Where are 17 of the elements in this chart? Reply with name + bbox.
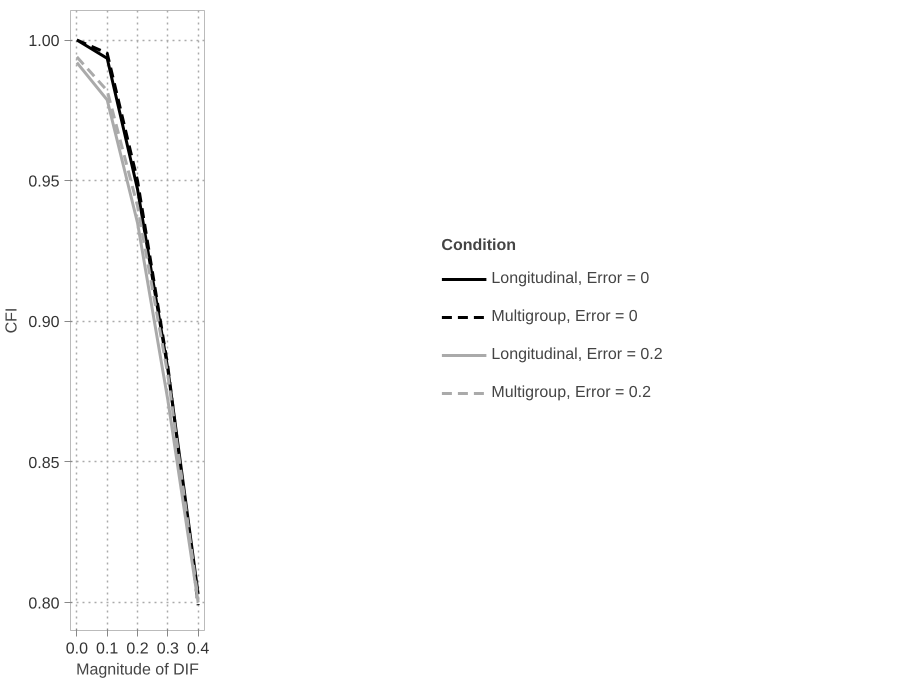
legend-label: Longitudinal, Error = 0.2: [491, 346, 663, 364]
y-tick-label: 0.80: [28, 595, 60, 612]
x-tick-label: 0.4: [187, 640, 210, 658]
y-axis-title: CFI: [3, 308, 20, 334]
y-tick-label: 1.00: [28, 33, 60, 50]
legend-title: Condition: [441, 237, 518, 255]
x-tick-label: 0.2: [126, 640, 149, 658]
y-tick-label: 0.90: [28, 314, 60, 332]
x-tick-label: 0.0: [66, 640, 88, 658]
legend-label: Multigroup, Error = 0: [491, 308, 638, 326]
y-tick-label: 0.95: [28, 174, 60, 191]
legend-label: Multigroup, Error = 0.2: [491, 384, 652, 402]
legend-label: Longitudinal, Error = 0: [491, 270, 650, 288]
y-tick-label: 0.85: [28, 454, 60, 472]
x-tick-label: 0.1: [96, 640, 118, 658]
x-tick-label: 0.3: [156, 640, 180, 658]
x-axis-title: Magnitude of DIF: [76, 662, 200, 678]
